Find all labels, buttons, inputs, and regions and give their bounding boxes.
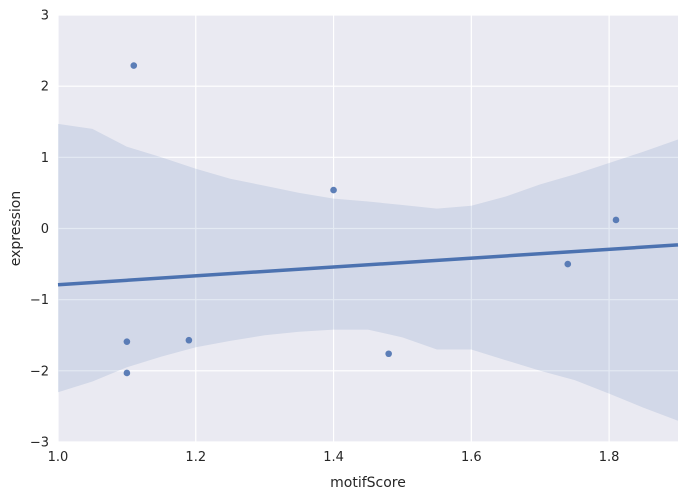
y-tick-label: 2 (41, 80, 49, 95)
x-tick-labels: 1.0 1.2 1.4 1.6 1.8 (48, 450, 620, 465)
data-point (385, 350, 392, 358)
y-tick-label: 1 (41, 151, 49, 166)
x-tick-label: 1.2 (185, 450, 206, 465)
data-point (330, 186, 337, 194)
data-point (185, 336, 193, 344)
x-tick-label: 1.8 (599, 450, 620, 465)
gridlines (57, 14, 678, 443)
y-tick-label: −2 (30, 364, 49, 379)
data-point (123, 338, 131, 345)
data-point (123, 369, 131, 377)
data-point (130, 62, 138, 69)
y-tick-label: −1 (30, 293, 49, 308)
data-points (123, 62, 620, 377)
y-tick-labels: 3 2 1 0 −1 −2 −3 (30, 9, 49, 451)
x-tick-label: 1.4 (323, 450, 344, 465)
regression-line (57, 243, 679, 287)
x-tick-label: 1.0 (48, 450, 69, 465)
data-point (612, 216, 620, 224)
confidence-band (58, 123, 678, 421)
y-axis-label: expression (8, 191, 24, 267)
x-axis-label: motifScore (330, 475, 406, 491)
x-tick-label: 1.6 (461, 450, 482, 465)
y-tick-label: 0 (41, 222, 49, 237)
data-point (564, 260, 572, 268)
y-tick-label: −3 (30, 436, 49, 451)
y-tick-label: 3 (41, 9, 49, 24)
